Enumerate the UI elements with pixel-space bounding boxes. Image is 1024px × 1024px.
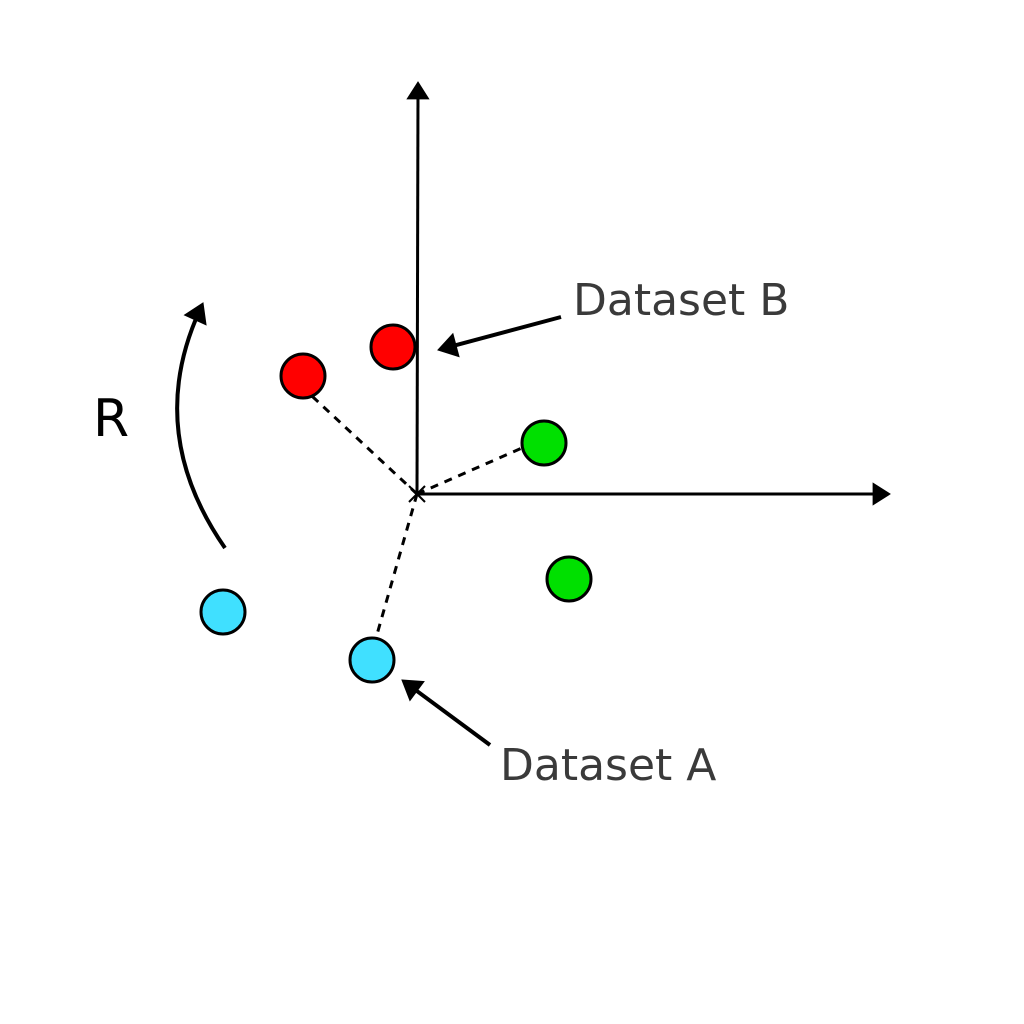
rotation-arc: [177, 303, 225, 548]
dataset-b-point: [281, 354, 325, 398]
dataset-b-point: [371, 325, 415, 369]
data-points: [201, 325, 591, 682]
dataset-a-label: Dataset A: [500, 740, 716, 791]
rotation-diagram: R Dataset B Dataset A: [0, 0, 1024, 1024]
original-point: [522, 421, 566, 465]
dataset-b-label: Dataset B: [573, 275, 789, 326]
rotation-label: R: [93, 389, 129, 449]
dataset-a-point: [201, 590, 245, 634]
dataset-b-callout: [438, 317, 561, 357]
dataset-a-point: [350, 638, 394, 682]
dashed-lines: [299, 384, 522, 645]
original-point: [547, 557, 591, 601]
dataset-a-callout: [402, 680, 490, 745]
callout-arrows: [402, 317, 561, 745]
